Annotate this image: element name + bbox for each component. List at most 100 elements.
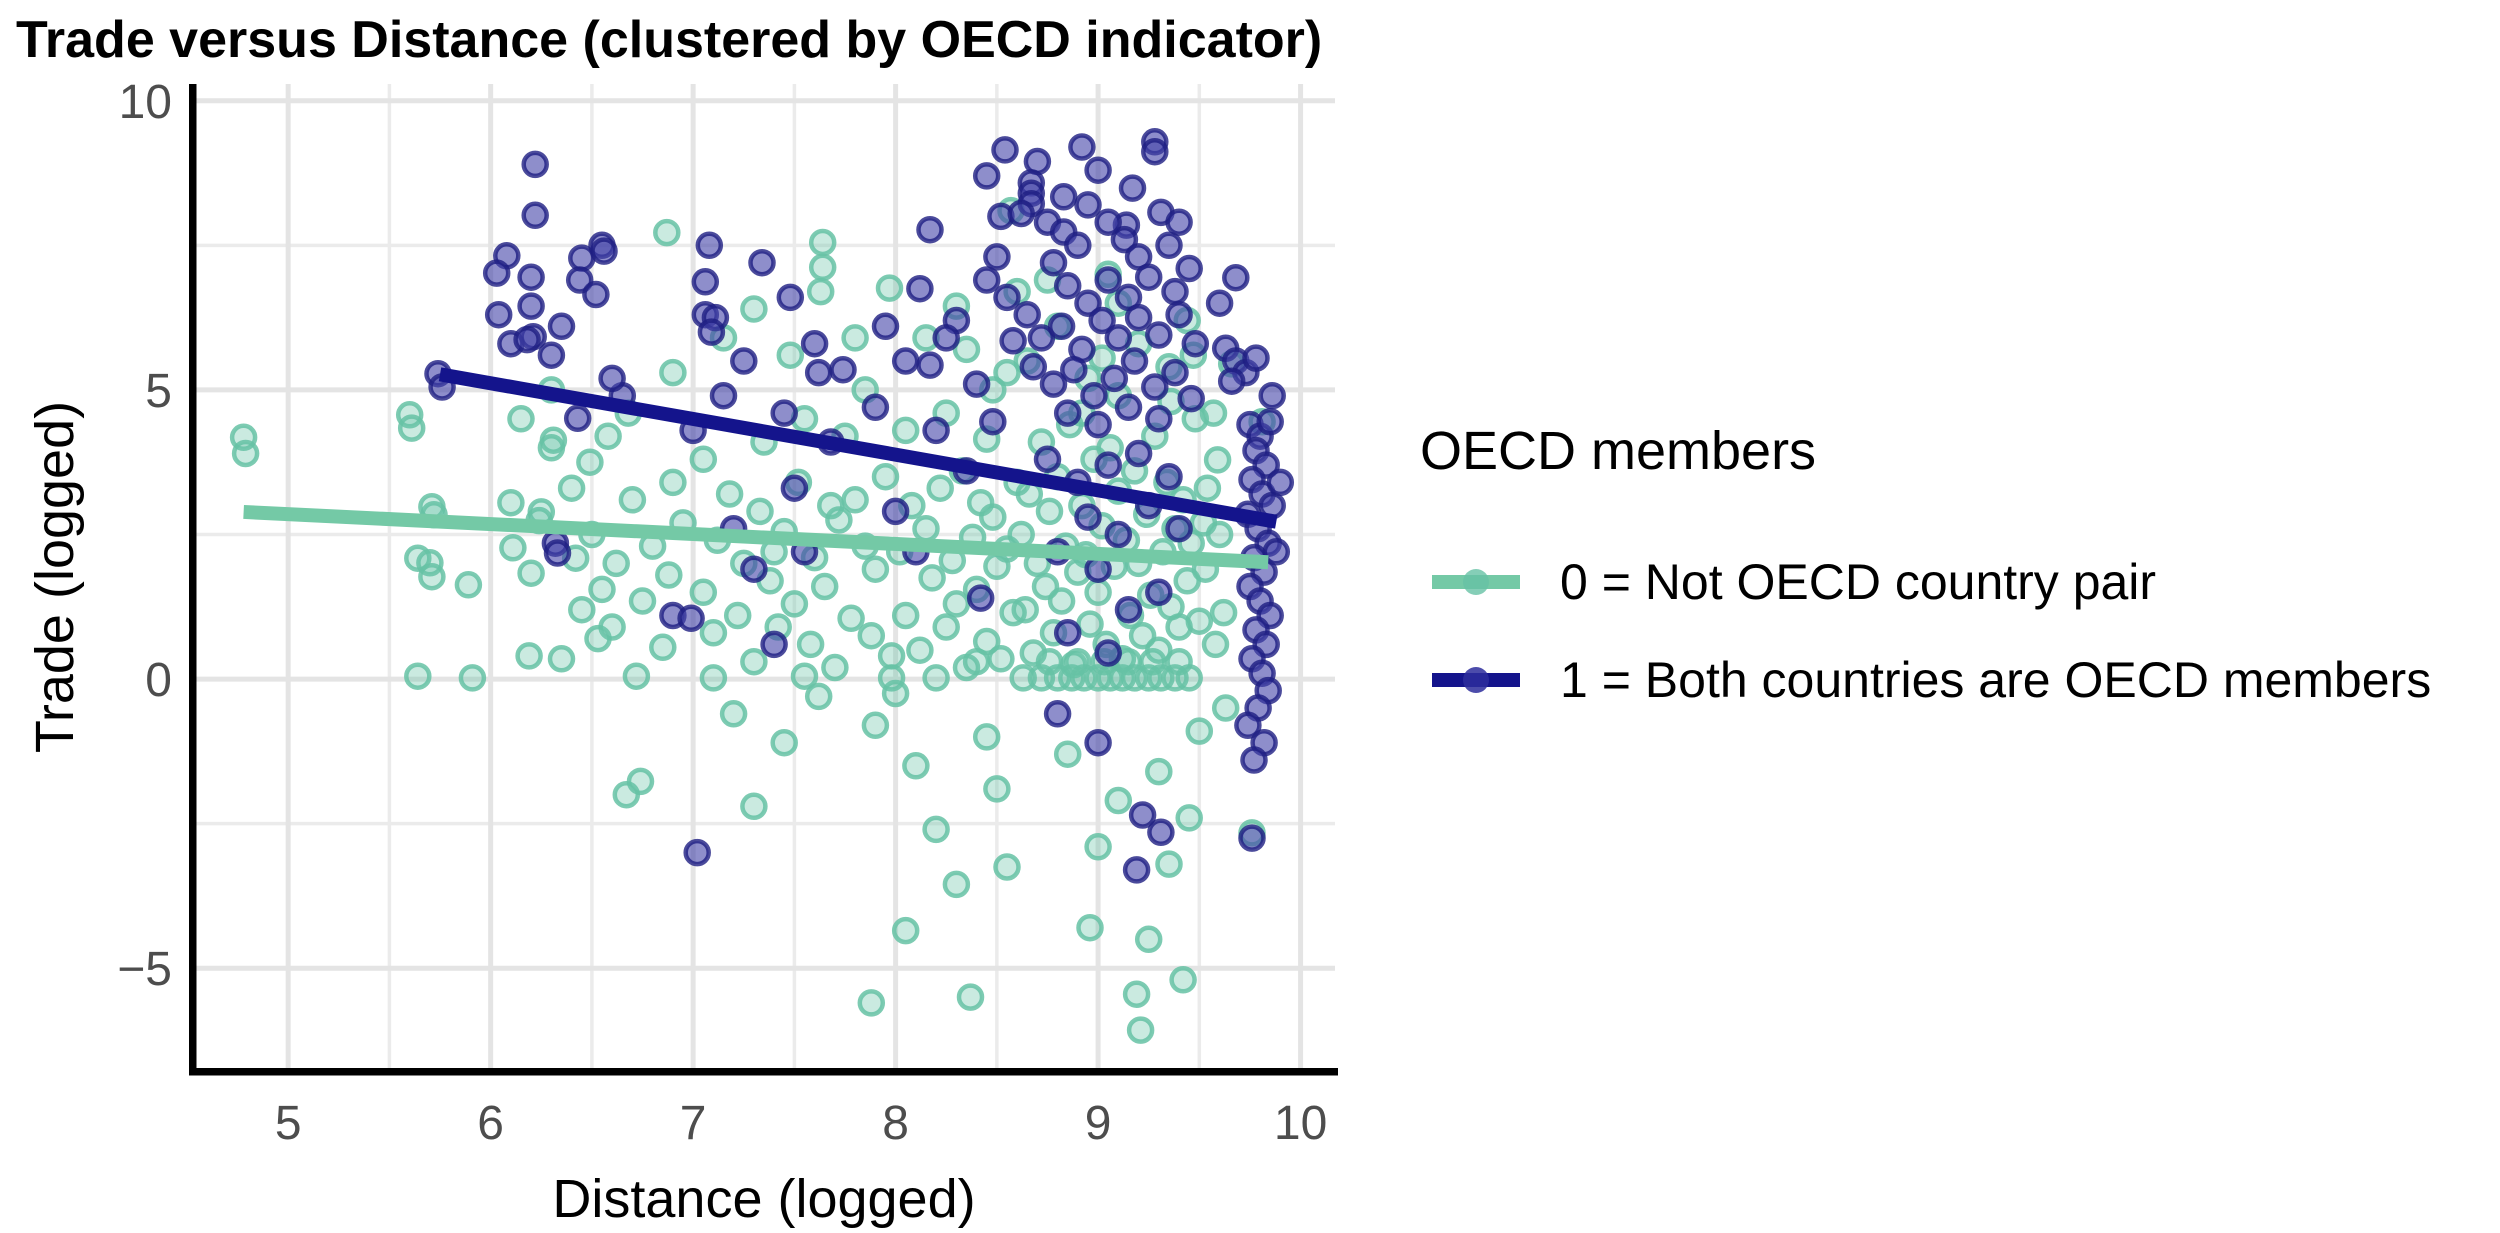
data-point — [653, 218, 681, 247]
data-point — [817, 491, 845, 520]
data-point — [861, 555, 890, 583]
data-point — [932, 613, 960, 641]
data-point — [780, 474, 809, 502]
data-point — [709, 381, 738, 410]
data-point — [649, 633, 677, 662]
data-point — [1201, 630, 1230, 659]
data-point — [1240, 746, 1268, 774]
data-point — [689, 445, 718, 474]
data-point — [891, 347, 920, 375]
data-point — [598, 364, 626, 393]
data-point — [993, 358, 1021, 387]
data-point — [1165, 208, 1193, 236]
legend-key-green — [1432, 552, 1520, 612]
data-point — [999, 327, 1027, 355]
data-point — [740, 555, 768, 583]
data-point — [699, 619, 728, 647]
data-point — [1027, 324, 1056, 352]
grid-major — [196, 84, 1335, 1070]
data-point — [1205, 289, 1234, 317]
data-point — [557, 474, 586, 502]
data-point — [568, 595, 596, 624]
data-point — [622, 662, 651, 690]
data-point — [543, 539, 572, 567]
legend-item-not-oecd: 0 = Not OECD country pair — [1412, 552, 2156, 612]
data-point — [1124, 303, 1153, 332]
data-point — [1074, 503, 1102, 531]
data-point — [1134, 263, 1163, 291]
data-point — [547, 312, 576, 341]
data-point — [1155, 231, 1183, 260]
data-point — [1110, 225, 1139, 254]
data-point — [1053, 272, 1082, 300]
data-point — [926, 474, 954, 502]
data-point — [1114, 595, 1143, 624]
data-point — [1094, 639, 1122, 667]
data-point — [1175, 804, 1203, 832]
data-point — [1134, 925, 1163, 954]
data-point — [1094, 451, 1122, 479]
data-point — [521, 201, 549, 230]
legend: OECD members 0 = Not OECD country pair 1… — [1412, 420, 2492, 708]
data-point — [594, 422, 622, 450]
data-point — [695, 231, 724, 260]
data-point — [993, 283, 1021, 312]
data-point — [1258, 381, 1286, 410]
data-point — [484, 300, 513, 329]
data-point — [1094, 208, 1122, 236]
data-point — [804, 682, 833, 711]
x-tick-label: 6 — [477, 1097, 504, 1150]
data-point — [1175, 254, 1203, 283]
data-point — [1084, 728, 1112, 757]
data-point — [952, 335, 981, 364]
navy-point-swatch — [1463, 667, 1489, 693]
data-point — [1165, 300, 1193, 329]
data-point — [808, 228, 837, 257]
x-axis-line — [189, 1068, 1338, 1076]
data-point — [796, 630, 825, 659]
trend-line — [438, 367, 1278, 529]
data-point — [1104, 324, 1133, 352]
data-point — [966, 584, 995, 612]
data-point — [1011, 595, 1039, 624]
data-point — [942, 870, 971, 899]
data-point — [1145, 405, 1173, 433]
data-point — [404, 662, 432, 690]
data-point — [1165, 647, 1193, 676]
data-point — [987, 645, 1015, 673]
data-point — [537, 434, 566, 462]
data-point — [979, 407, 1007, 436]
data-point — [1084, 833, 1112, 861]
data-point — [1114, 393, 1143, 422]
data-point — [1007, 520, 1035, 549]
data-point — [683, 838, 711, 867]
data-point — [806, 277, 835, 306]
data-point — [881, 497, 910, 526]
data-point — [1094, 266, 1122, 294]
data-point — [1256, 407, 1284, 436]
data-point — [1019, 353, 1048, 381]
data-point — [507, 405, 535, 433]
data-point — [877, 642, 906, 670]
data-point — [1035, 497, 1064, 526]
data-point — [746, 497, 774, 526]
data-point — [602, 549, 630, 578]
data-point — [804, 358, 833, 387]
data-point — [397, 414, 426, 442]
data-point — [857, 989, 886, 1017]
data-point — [1080, 381, 1108, 410]
data-point — [891, 916, 920, 945]
data-point — [1147, 818, 1175, 847]
data-point — [590, 237, 618, 265]
data-point — [748, 248, 776, 277]
data-point — [906, 274, 934, 303]
data-point — [1084, 410, 1112, 439]
data-point — [1155, 850, 1183, 878]
data-point — [1165, 514, 1193, 543]
data-point — [513, 325, 541, 354]
data-point — [1145, 578, 1173, 607]
data-point — [1064, 647, 1092, 676]
x-tick-label: 9 — [1085, 1097, 1112, 1150]
data-point — [1128, 801, 1157, 829]
